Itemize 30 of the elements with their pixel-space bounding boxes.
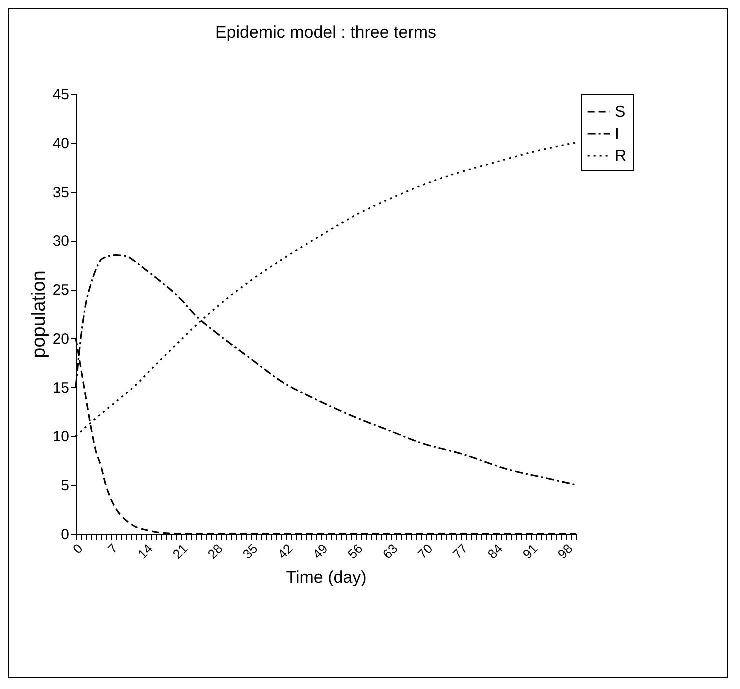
y-tick-label: 25 [52,282,70,300]
y-tick-label: 30 [52,233,70,250]
y-tick-label: 20 [52,330,70,348]
x-tick-label: 77 [450,541,471,562]
y-tick-label: 0 [61,526,70,544]
legend-label: S [615,104,626,121]
x-tick-label: 63 [380,541,401,562]
x-tick-label: 70 [414,541,436,562]
x-tick-label: 42 [274,541,296,562]
x-tick-label: 56 [344,541,366,562]
y-tick-label: 15 [52,380,70,397]
y-tick-label: 40 [52,135,70,152]
x-tick-label: 49 [310,541,331,562]
y-tick-label: 45 [52,86,70,104]
y-tick-label: 5 [61,478,70,495]
x-tick-label: 21 [170,541,191,562]
x-tick-label: 84 [484,541,506,562]
x-tick-label: 7 [104,541,121,557]
x-tick-label: 14 [134,541,156,562]
chart-title: Epidemic model : three terms [215,23,437,42]
x-tick-label: 35 [240,541,261,562]
y-tick-label: 10 [52,428,70,446]
y-tick-label: 35 [52,184,70,202]
legend-label: R [615,148,627,165]
y-axis-title: population [28,270,50,358]
x-axis-title: Time (day) [286,568,367,587]
x-tick-label: 28 [204,541,226,562]
legend-label: I [615,126,620,143]
x-tick-label: 91 [520,541,541,562]
x-tick-label: 98 [554,541,576,562]
